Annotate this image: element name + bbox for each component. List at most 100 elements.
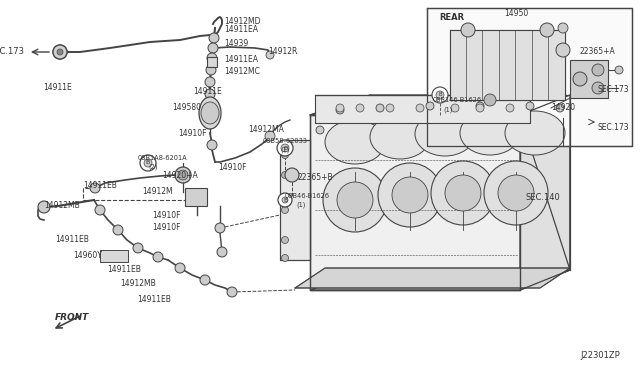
Ellipse shape xyxy=(460,111,520,155)
Circle shape xyxy=(436,91,444,99)
Text: B: B xyxy=(283,145,287,151)
Circle shape xyxy=(431,161,495,225)
Circle shape xyxy=(285,168,299,182)
Circle shape xyxy=(451,104,459,112)
Circle shape xyxy=(592,82,604,94)
Bar xyxy=(100,250,128,262)
Circle shape xyxy=(205,89,215,99)
Text: SEC.173: SEC.173 xyxy=(597,84,628,93)
Circle shape xyxy=(282,237,289,244)
Circle shape xyxy=(461,23,475,37)
Circle shape xyxy=(140,155,156,171)
Circle shape xyxy=(556,43,570,57)
Text: 08B58-62033: 08B58-62033 xyxy=(262,138,307,144)
Text: 14912MA: 14912MA xyxy=(248,125,284,135)
Circle shape xyxy=(376,104,384,112)
Text: SEC.173: SEC.173 xyxy=(0,48,25,57)
Circle shape xyxy=(498,175,534,211)
Circle shape xyxy=(323,168,387,232)
Circle shape xyxy=(506,104,514,112)
Circle shape xyxy=(208,43,218,53)
Circle shape xyxy=(378,163,442,227)
Circle shape xyxy=(316,126,324,134)
Text: 14910F: 14910F xyxy=(152,211,180,219)
Circle shape xyxy=(337,182,373,218)
Circle shape xyxy=(277,140,293,156)
Text: 14910F: 14910F xyxy=(178,128,207,138)
Ellipse shape xyxy=(505,111,565,155)
Circle shape xyxy=(205,77,215,87)
Text: 14910F: 14910F xyxy=(218,163,246,171)
Text: 14912MD: 14912MD xyxy=(224,17,260,26)
Text: (1): (1) xyxy=(443,107,452,113)
Text: (1): (1) xyxy=(296,202,305,208)
Text: REAR: REAR xyxy=(439,13,464,22)
Text: 14911EB: 14911EB xyxy=(107,266,141,275)
Circle shape xyxy=(445,175,481,211)
Text: 08B146-B1626: 08B146-B1626 xyxy=(433,97,482,103)
Text: B: B xyxy=(438,93,442,97)
Circle shape xyxy=(282,171,289,179)
Circle shape xyxy=(175,263,185,273)
Polygon shape xyxy=(310,95,570,115)
Text: (2): (2) xyxy=(148,164,157,170)
Circle shape xyxy=(426,102,434,110)
Circle shape xyxy=(178,170,188,180)
Circle shape xyxy=(540,23,554,37)
Circle shape xyxy=(526,102,534,110)
Circle shape xyxy=(207,53,217,63)
Text: 14911EB: 14911EB xyxy=(137,295,171,304)
Text: 14912M: 14912M xyxy=(142,187,173,196)
Polygon shape xyxy=(520,95,570,290)
Text: 14911E: 14911E xyxy=(193,87,221,96)
Ellipse shape xyxy=(201,102,219,124)
Circle shape xyxy=(558,23,568,33)
Text: 14911EB: 14911EB xyxy=(83,180,117,189)
Polygon shape xyxy=(280,140,310,260)
Circle shape xyxy=(356,104,364,112)
Text: 14920+A: 14920+A xyxy=(162,170,198,180)
Text: SEC.173: SEC.173 xyxy=(597,124,628,132)
Circle shape xyxy=(144,159,152,167)
Circle shape xyxy=(209,33,219,43)
Ellipse shape xyxy=(415,112,475,156)
Circle shape xyxy=(592,64,604,76)
Circle shape xyxy=(432,87,448,103)
Circle shape xyxy=(282,197,288,203)
Circle shape xyxy=(278,193,292,207)
Circle shape xyxy=(200,275,210,285)
Bar xyxy=(185,188,207,206)
Circle shape xyxy=(53,45,67,59)
Circle shape xyxy=(207,140,217,150)
Circle shape xyxy=(615,66,623,74)
Circle shape xyxy=(336,106,344,114)
Circle shape xyxy=(38,201,50,213)
Circle shape xyxy=(281,144,289,152)
Bar xyxy=(427,8,632,146)
Text: (1): (1) xyxy=(280,147,290,153)
Circle shape xyxy=(227,287,237,297)
Circle shape xyxy=(484,94,496,106)
Circle shape xyxy=(556,104,564,112)
Ellipse shape xyxy=(175,167,191,183)
Circle shape xyxy=(133,243,143,253)
Circle shape xyxy=(282,206,289,214)
Text: 14911EA: 14911EA xyxy=(224,26,258,35)
Text: 14912R: 14912R xyxy=(268,48,298,57)
Ellipse shape xyxy=(370,115,430,159)
Bar xyxy=(570,60,608,98)
Circle shape xyxy=(153,252,163,262)
Circle shape xyxy=(336,104,344,112)
Circle shape xyxy=(282,151,289,158)
Text: 14912MB: 14912MB xyxy=(120,279,156,289)
Circle shape xyxy=(215,223,225,233)
Text: 22365+A: 22365+A xyxy=(579,48,615,57)
Circle shape xyxy=(217,247,227,257)
Polygon shape xyxy=(450,30,565,100)
Polygon shape xyxy=(310,115,520,290)
Circle shape xyxy=(484,161,548,225)
Bar xyxy=(207,57,217,67)
Text: 149580: 149580 xyxy=(172,103,201,112)
Ellipse shape xyxy=(325,120,385,164)
Text: 14911E: 14911E xyxy=(44,83,72,93)
